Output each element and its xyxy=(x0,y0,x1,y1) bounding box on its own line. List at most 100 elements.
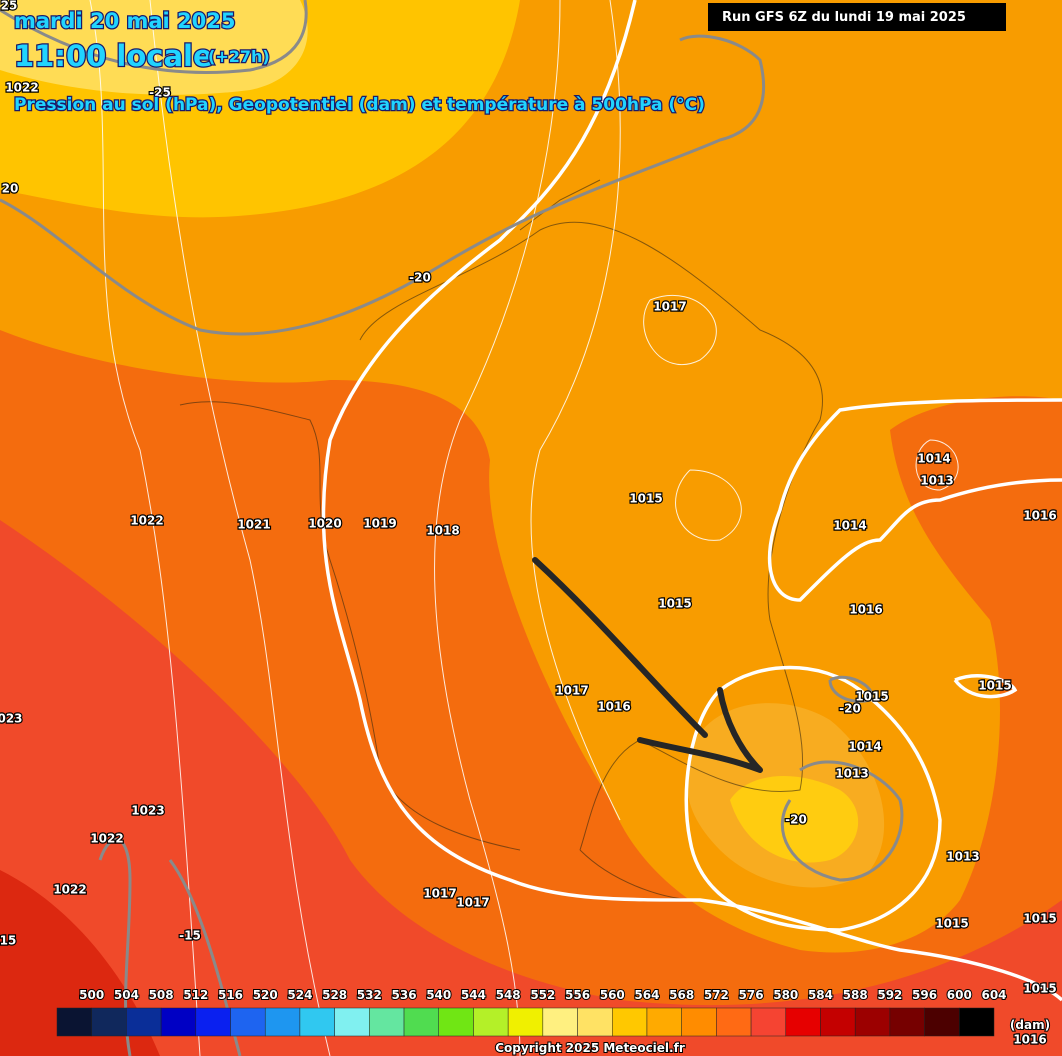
legend-value: 552 xyxy=(530,988,555,1002)
isobar-label: 20 xyxy=(2,182,19,196)
legend-swatch xyxy=(924,1007,960,1037)
isobar-label: 1015 xyxy=(935,917,968,931)
legend-value: 576 xyxy=(739,988,764,1002)
isobar-label: 1015 xyxy=(1023,912,1056,926)
legend-value: 512 xyxy=(183,988,208,1002)
legend-swatch xyxy=(403,1007,439,1037)
forecast-time: 11:00 locale xyxy=(14,39,213,73)
legend-value: 500 xyxy=(79,988,104,1002)
legend-swatch xyxy=(854,1007,891,1037)
legend-swatch xyxy=(716,1007,752,1037)
isobar-label: 1015 xyxy=(978,679,1011,693)
isobar-label: 1016 xyxy=(597,700,630,714)
map-subtitle: Pression au sol (hPa), Geopotentiel (dam… xyxy=(14,95,705,115)
isobar xyxy=(89,0,959,1056)
isobar-label: 1014 xyxy=(833,519,866,533)
legend-swatch xyxy=(820,1007,856,1037)
legend-swatch xyxy=(230,1007,266,1037)
legend-swatch xyxy=(681,1007,717,1037)
legend-swatch xyxy=(160,1007,197,1037)
isobar-label: 023 xyxy=(0,712,23,726)
isobar-label: 1022 xyxy=(53,883,86,897)
isobar-label: 1021 xyxy=(237,518,270,532)
legend-value: 584 xyxy=(808,988,833,1002)
isobar-label: 1013 xyxy=(946,850,979,864)
isobar-label: -20 xyxy=(785,813,807,827)
copyright: Copyright 2025 Meteociel.fr xyxy=(495,1041,685,1055)
legend-value: 540 xyxy=(426,988,451,1002)
legend-swatch xyxy=(56,1007,92,1037)
isobar-label: 1013 xyxy=(835,767,868,781)
legend-value: 504 xyxy=(114,988,139,1002)
legend-unit: (dam) xyxy=(1010,1018,1050,1032)
legend-swatch xyxy=(438,1007,474,1037)
legend-swatch xyxy=(507,1007,544,1037)
legend-value: 596 xyxy=(912,988,937,1002)
legend: 500 504 508 512 516 520 524 528 532 536 540 544 548 5… xyxy=(56,987,1008,1037)
isobar-label: 1015 xyxy=(658,597,691,611)
legend-swatch xyxy=(195,1007,231,1037)
geopotential-band xyxy=(730,776,859,863)
isobar-label: 1017 xyxy=(653,300,686,314)
isobar-label: -20 xyxy=(409,271,431,285)
isobar-label: 1016 xyxy=(1023,509,1056,523)
legend-value: 556 xyxy=(565,988,590,1002)
legend-swatch xyxy=(299,1007,335,1037)
legend-value: 548 xyxy=(496,988,521,1002)
isobar-label: 1022 xyxy=(130,514,163,528)
legend-value: 520 xyxy=(253,988,278,1002)
isobar-label: 1022 xyxy=(90,832,123,846)
legend-value: 600 xyxy=(947,988,972,1002)
isobar-label: 1017 xyxy=(555,684,588,698)
legend-swatch xyxy=(542,1007,578,1037)
legend-swatch xyxy=(91,1007,127,1037)
legend-swatch xyxy=(785,1007,821,1037)
legend-value: 592 xyxy=(877,988,902,1002)
isobar-label: 1020 xyxy=(308,517,341,531)
isobar-major xyxy=(321,0,1062,1002)
legend-swatch xyxy=(959,1007,995,1037)
isobar-label: 1013 xyxy=(920,474,953,488)
legend-swatch xyxy=(369,1007,405,1037)
isobar-label: 1015 xyxy=(1023,982,1056,996)
legend-swatch xyxy=(473,1007,509,1037)
legend-swatch xyxy=(750,1007,787,1037)
isobar-label: -25 xyxy=(149,86,171,100)
drawn-arrow xyxy=(532,557,763,773)
isobar-label: 1015 xyxy=(629,492,662,506)
coastline xyxy=(179,179,823,901)
geopotential-band xyxy=(0,520,1062,1056)
legend-swatch xyxy=(889,1007,925,1037)
legend-swatch xyxy=(264,1007,301,1037)
isobar-label: 15 xyxy=(0,934,16,948)
legend-value: 516 xyxy=(218,988,243,1002)
legend-value: 588 xyxy=(843,988,868,1002)
legend-value: 564 xyxy=(634,988,659,1002)
isobar-label: 1016 xyxy=(1013,1033,1046,1047)
legend-value: 568 xyxy=(669,988,694,1002)
legend-swatch xyxy=(126,1007,162,1037)
legend-swatch xyxy=(646,1007,682,1037)
legend-value: 524 xyxy=(287,988,312,1002)
legend-swatch xyxy=(577,1007,613,1037)
legend-value: 536 xyxy=(392,988,417,1002)
legend-value: 604 xyxy=(981,988,1006,1002)
isobar-label: 1017 xyxy=(456,896,489,910)
isobar-label: 25 xyxy=(1,0,18,13)
isobar-label: 1018 xyxy=(426,524,459,538)
isobar-label: 1017 xyxy=(423,887,456,901)
isobar-label: -20 xyxy=(839,702,861,716)
legend-value: 532 xyxy=(357,988,382,1002)
legend-value: 528 xyxy=(322,988,347,1002)
legend-value: 508 xyxy=(149,988,174,1002)
isobar-label: 1015 xyxy=(855,690,888,704)
legend-swatch xyxy=(334,1007,370,1037)
legend-value: 580 xyxy=(773,988,798,1002)
geopotential-line xyxy=(0,0,904,1056)
isobar-label: 1023 xyxy=(131,804,164,818)
legend-value: 560 xyxy=(600,988,625,1002)
isobar-label: -15 xyxy=(179,929,201,943)
legend-swatch xyxy=(612,1007,648,1037)
